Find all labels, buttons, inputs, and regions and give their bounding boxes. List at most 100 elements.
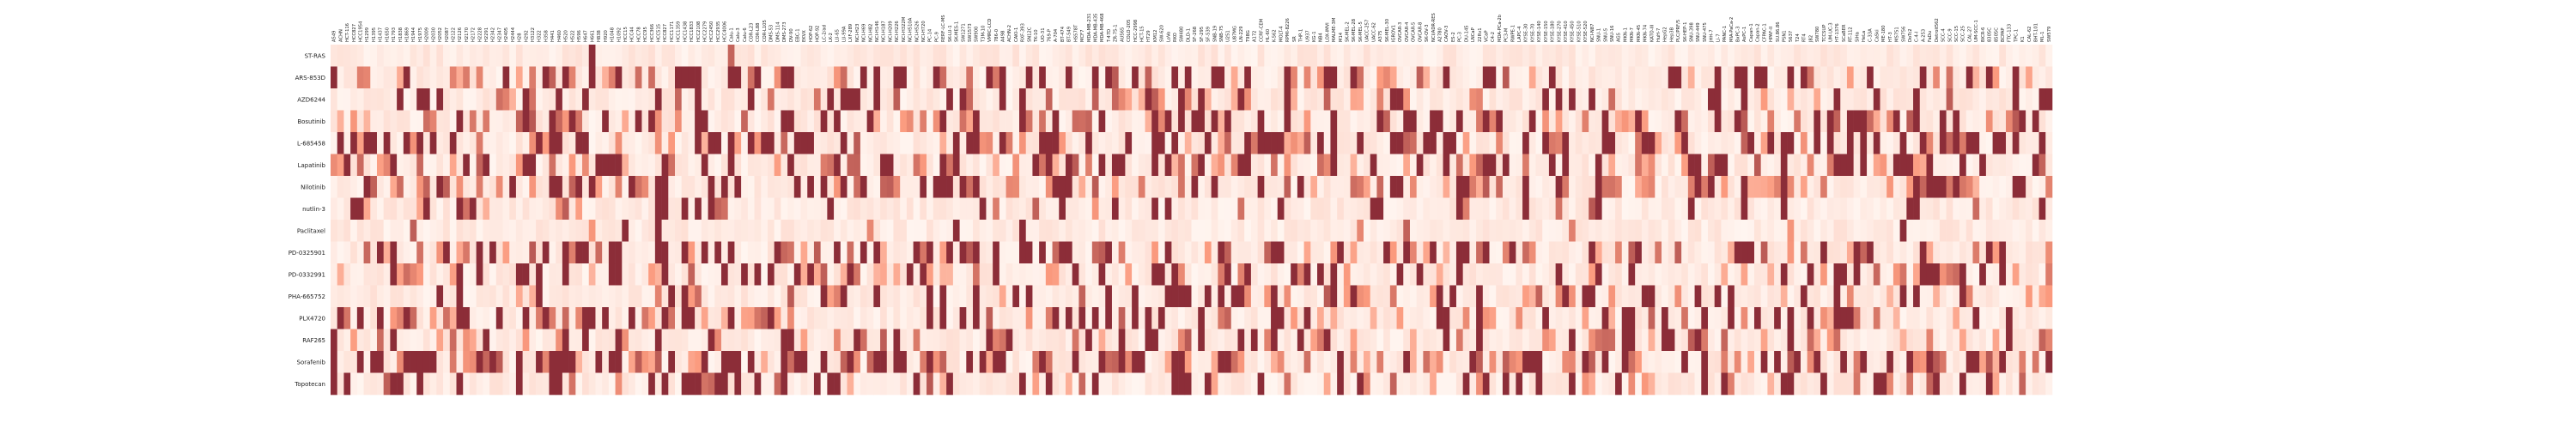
- column-label: HT-3: [1888, 32, 1893, 42]
- heatmap-cell: [1575, 154, 1583, 177]
- heatmap-cell: [787, 197, 795, 221]
- column-label: H2170: [465, 27, 470, 42]
- heatmap-cell: [1482, 110, 1490, 133]
- heatmap-cell: [1933, 372, 1941, 396]
- heatmap-cell: [1370, 132, 1377, 154]
- heatmap-cell: [1317, 154, 1325, 177]
- heatmap-cell: [1734, 132, 1741, 154]
- heatmap-cell: [807, 372, 815, 396]
- heatmap-cell: [363, 176, 371, 198]
- heatmap-cell: [1072, 372, 1079, 396]
- heatmap-cell: [443, 154, 451, 177]
- heatmap-cell: [720, 45, 728, 67]
- heatmap-cell: [595, 197, 603, 221]
- heatmap-cell: [343, 351, 351, 373]
- heatmap-cell: [1516, 45, 1523, 67]
- column-label: SK-MEL-28: [1352, 19, 1357, 42]
- heatmap-cell: [1701, 110, 1709, 133]
- heatmap-cell: [2045, 307, 2053, 329]
- heatmap-cell: [1264, 263, 1272, 286]
- heatmap-cell: [866, 45, 874, 67]
- heatmap-cell: [2038, 329, 2046, 352]
- heatmap-cell: [1052, 241, 1060, 264]
- heatmap-cell: [1012, 372, 1020, 396]
- heatmap-cell: [2038, 154, 2046, 177]
- heatmap-cell: [1462, 329, 1470, 352]
- heatmap-cell: [1019, 241, 1027, 264]
- heatmap-cell: [1118, 176, 1126, 198]
- heatmap-cell: [529, 241, 537, 264]
- heatmap-cell: [906, 132, 914, 154]
- heatmap-cell: [727, 220, 735, 242]
- heatmap-cell: [469, 45, 477, 67]
- heatmap-cell: [993, 66, 1000, 89]
- heatmap-cell: [337, 263, 344, 286]
- heatmap-cell: [1641, 132, 1649, 154]
- heatmap-cell: [933, 176, 940, 198]
- heatmap-cell: [1416, 285, 1424, 308]
- heatmap-cell: [1105, 351, 1113, 373]
- heatmap-cell: [522, 132, 530, 154]
- heatmap-cell: [1933, 351, 1941, 373]
- heatmap-cell: [1893, 351, 1900, 373]
- heatmap-cell: [390, 197, 398, 221]
- heatmap-cell: [920, 263, 927, 286]
- heatmap-cell: [1383, 45, 1391, 67]
- heatmap-cell: [416, 307, 424, 329]
- heatmap-cell: [602, 66, 610, 89]
- heatmap-cell: [469, 263, 477, 286]
- heatmap-cell: [1694, 154, 1702, 177]
- heatmap-cell: [1880, 372, 1887, 396]
- heatmap-cell: [370, 263, 378, 286]
- heatmap-cell: [1019, 154, 1027, 177]
- heatmap-cell: [1985, 110, 1993, 133]
- heatmap-cell: [1343, 307, 1351, 329]
- heatmap-cell: [1509, 241, 1516, 264]
- heatmap-cell: [1482, 154, 1490, 177]
- heatmap-cell: [1337, 176, 1345, 198]
- heatmap-cell: [1310, 351, 1318, 373]
- heatmap-cell: [708, 154, 715, 177]
- heatmap-cell: [734, 45, 742, 67]
- column-label: AU565: [1120, 27, 1125, 42]
- heatmap-cell: [986, 88, 993, 111]
- heatmap-cell: [1840, 154, 1848, 177]
- heatmap-cell: [939, 197, 947, 221]
- heatmap-cell: [701, 66, 708, 89]
- heatmap-cell: [1072, 263, 1079, 286]
- heatmap-cell: [827, 241, 835, 264]
- heatmap-cell: [2038, 66, 2046, 89]
- heatmap-cell: [331, 154, 338, 177]
- heatmap-cell: [886, 197, 894, 221]
- heatmap-cell: [582, 132, 590, 154]
- heatmap-cell: [1965, 241, 1973, 264]
- heatmap-cell: [939, 220, 947, 242]
- heatmap-cell: [476, 132, 483, 154]
- column-label: PANC-1: [1722, 26, 1728, 42]
- heatmap-cell: [1198, 176, 1206, 198]
- heatmap-cell: [2026, 220, 2033, 242]
- heatmap-cell: [1833, 285, 1841, 308]
- heatmap-cell: [608, 307, 616, 329]
- heatmap-cell: [1906, 197, 1914, 221]
- heatmap-cell: [397, 263, 404, 286]
- heatmap-cell: [1297, 154, 1304, 177]
- heatmap-cell: [416, 110, 424, 133]
- heatmap-cell: [1065, 132, 1072, 154]
- heatmap-cell: [1303, 88, 1311, 111]
- heatmap-cell: [827, 263, 835, 286]
- heatmap-cell: [1191, 372, 1199, 396]
- heatmap-cell: [608, 110, 616, 133]
- heatmap-cell: [1542, 285, 1550, 308]
- heatmap-cell: [1019, 45, 1027, 67]
- heatmap-cell: [933, 351, 940, 373]
- heatmap-cell: [343, 176, 351, 198]
- heatmap-cell: [1218, 88, 1225, 111]
- heatmap-cell: [1178, 351, 1186, 373]
- heatmap-cell: [1826, 220, 1834, 242]
- heatmap-cell: [1230, 285, 1238, 308]
- heatmap-cell: [1502, 66, 1510, 89]
- heatmap-cell: [1098, 66, 1106, 89]
- heatmap-cell: [1496, 307, 1504, 329]
- heatmap-cell: [1933, 329, 1941, 352]
